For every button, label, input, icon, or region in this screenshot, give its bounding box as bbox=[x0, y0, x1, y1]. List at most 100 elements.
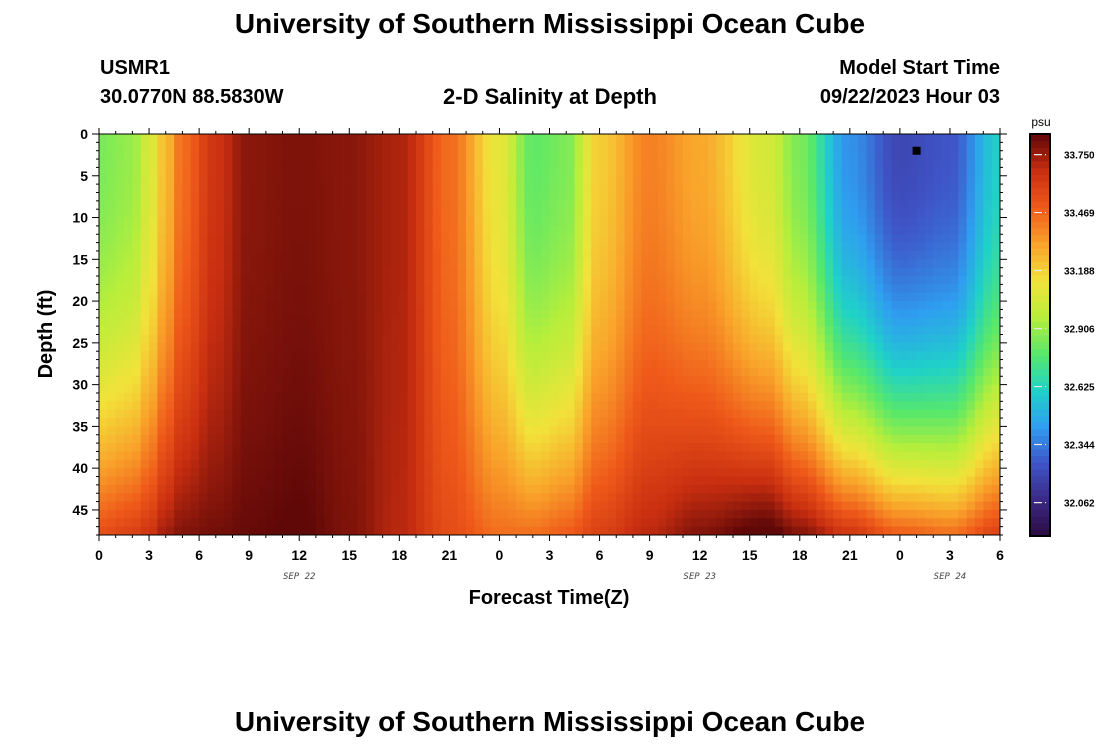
heatmap-cell bbox=[257, 175, 267, 185]
heatmap-cell bbox=[749, 476, 759, 486]
heatmap-cell bbox=[657, 334, 667, 344]
heatmap-cell bbox=[758, 292, 767, 302]
heatmap-cell bbox=[157, 401, 167, 411]
heatmap-cell bbox=[416, 309, 425, 319]
heatmap-cell bbox=[666, 476, 676, 486]
heatmap-cell bbox=[891, 184, 901, 194]
heatmap-cell bbox=[290, 309, 300, 319]
heatmap-cell bbox=[499, 209, 509, 219]
heatmap-cell bbox=[382, 334, 392, 344]
heatmap-cell bbox=[407, 443, 417, 453]
heatmap-cell bbox=[699, 234, 709, 244]
heatmap-cell bbox=[399, 167, 409, 177]
heatmap-cell bbox=[499, 192, 509, 202]
heatmap-cell bbox=[315, 392, 325, 402]
heatmap-cell bbox=[132, 459, 142, 469]
heatmap-cell bbox=[949, 326, 959, 336]
heatmap-cell bbox=[232, 392, 242, 402]
heatmap-cell bbox=[616, 418, 626, 427]
heatmap-cell bbox=[432, 309, 442, 319]
heatmap-cell bbox=[265, 175, 275, 185]
heatmap-cell bbox=[908, 200, 918, 210]
heatmap-cell bbox=[149, 192, 158, 202]
heatmap-cell bbox=[566, 217, 576, 227]
heatmap-cell bbox=[783, 392, 793, 402]
heatmap-cell bbox=[99, 501, 108, 511]
heatmap-cell bbox=[632, 267, 642, 277]
heatmap-cell bbox=[182, 459, 192, 469]
heatmap-cell bbox=[474, 342, 484, 352]
heatmap-cell bbox=[791, 392, 801, 402]
heatmap-cell bbox=[708, 259, 717, 269]
heatmap-cell bbox=[107, 451, 117, 461]
heatmap-cell bbox=[699, 225, 709, 235]
heatmap-cell bbox=[224, 309, 234, 319]
heatmap-cell bbox=[733, 443, 742, 453]
heatmap-cell bbox=[365, 142, 375, 152]
heatmap-cell bbox=[841, 250, 851, 260]
heatmap-cell bbox=[349, 292, 359, 302]
heatmap-cell bbox=[507, 451, 517, 461]
heatmap-cell bbox=[457, 209, 467, 219]
heatmap-cell bbox=[866, 317, 876, 327]
heatmap-cell bbox=[549, 392, 559, 402]
heatmap-cell bbox=[791, 518, 801, 528]
heatmap-cell bbox=[240, 167, 250, 177]
heatmap-cell bbox=[107, 326, 117, 336]
heatmap-cell bbox=[115, 384, 125, 394]
heatmap-cell bbox=[224, 284, 234, 294]
heatmap-cell bbox=[265, 451, 275, 461]
heatmap-cell bbox=[357, 217, 367, 227]
heatmap-cell bbox=[307, 292, 317, 302]
heatmap-cell bbox=[432, 142, 442, 152]
heatmap-cell bbox=[432, 392, 442, 402]
heatmap-cell bbox=[441, 209, 450, 219]
heatmap-cell bbox=[841, 225, 851, 235]
heatmap-cell bbox=[157, 292, 167, 302]
heatmap-cell bbox=[616, 493, 626, 503]
heatmap-cell bbox=[841, 276, 851, 285]
heatmap-cell bbox=[124, 459, 133, 469]
heatmap-cell bbox=[808, 476, 818, 486]
heatmap-cell bbox=[949, 317, 959, 327]
heatmap-cell bbox=[874, 192, 884, 202]
heatmap-cell bbox=[716, 150, 726, 160]
heatmap-cell bbox=[407, 200, 417, 210]
heatmap-cell bbox=[824, 351, 834, 361]
heatmap-cell bbox=[507, 518, 517, 528]
heatmap-cell bbox=[557, 234, 567, 244]
heatmap-cell bbox=[691, 292, 701, 302]
heatmap-cell bbox=[733, 434, 742, 444]
heatmap-cell bbox=[549, 526, 559, 535]
heatmap-cell bbox=[140, 200, 150, 210]
heatmap-cell bbox=[758, 175, 767, 185]
heatmap-cell bbox=[949, 376, 959, 386]
heatmap-cell bbox=[332, 242, 342, 252]
heatmap-cell bbox=[958, 326, 968, 336]
heatmap-cell bbox=[407, 250, 417, 260]
heatmap-cell bbox=[774, 367, 784, 377]
heatmap-cell bbox=[174, 426, 184, 436]
heatmap-cell bbox=[933, 150, 943, 160]
heatmap-cell bbox=[716, 326, 726, 336]
heatmap-cell bbox=[674, 250, 684, 260]
heatmap-cell bbox=[115, 326, 125, 336]
heatmap-cell bbox=[616, 476, 626, 486]
heatmap-cell bbox=[724, 476, 734, 486]
heatmap-cell bbox=[349, 309, 359, 319]
heatmap-cell bbox=[249, 276, 259, 285]
heatmap-cell bbox=[274, 351, 284, 361]
heatmap-cell bbox=[866, 351, 876, 361]
heatmap-cell bbox=[841, 468, 851, 478]
heatmap-cell bbox=[674, 426, 684, 436]
heatmap-cell bbox=[532, 459, 542, 469]
heatmap-cell bbox=[232, 259, 242, 269]
heatmap-cell bbox=[224, 376, 234, 386]
heatmap-cell bbox=[215, 301, 225, 311]
heatmap-cell bbox=[340, 518, 350, 528]
heatmap-cell bbox=[190, 392, 200, 402]
heatmap-cell bbox=[299, 267, 309, 277]
heatmap-cell bbox=[140, 250, 150, 260]
heatmap-cell bbox=[390, 468, 400, 478]
heatmap-cell bbox=[549, 351, 559, 361]
